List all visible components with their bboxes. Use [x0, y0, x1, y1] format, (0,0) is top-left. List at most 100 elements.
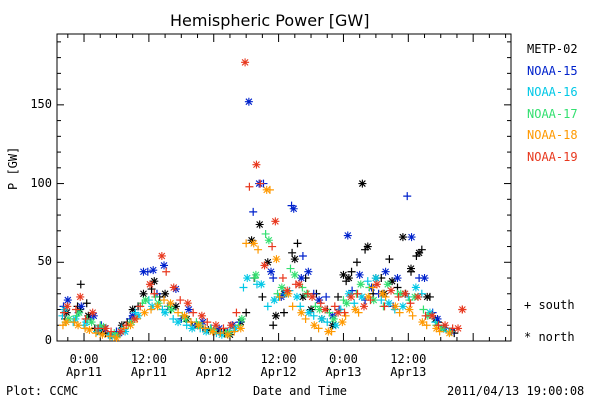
data-point-north	[169, 283, 178, 292]
data-point-north	[264, 236, 273, 245]
data-point-north	[128, 305, 137, 314]
data-point-north	[88, 308, 97, 317]
y-tick-label: 0	[44, 333, 52, 347]
data-point-north	[315, 296, 324, 305]
legend-entry: NOAA-17	[527, 106, 578, 121]
data-point-north	[140, 308, 149, 317]
x-tick-label-time: 0:00	[328, 352, 358, 366]
data-point-north	[101, 324, 110, 333]
x-tick-label-time: 0:00	[199, 352, 229, 366]
data-point-north	[428, 311, 437, 320]
data-point-north	[127, 318, 136, 327]
data-point-north	[71, 314, 80, 323]
data-point-north	[130, 314, 139, 323]
data-point-north	[391, 302, 400, 311]
data-point-south	[293, 239, 302, 248]
data-point-north	[396, 289, 405, 298]
data-point-south	[76, 280, 85, 289]
footer-plot-credit: Plot: CCMC	[6, 384, 79, 398]
data-point-north	[63, 302, 72, 311]
data-point-south	[256, 179, 265, 188]
data-point-south	[395, 308, 404, 317]
data-point-south	[261, 229, 270, 238]
data-points	[58, 58, 467, 342]
data-point-south	[309, 311, 318, 320]
data-point-north	[237, 314, 246, 323]
data-point-north	[272, 255, 281, 264]
data-point-north	[411, 283, 420, 292]
data-point-north	[405, 305, 414, 314]
data-point-north	[181, 314, 190, 323]
x-tick-label-time: 12:00	[130, 352, 167, 366]
data-point-north	[297, 308, 306, 317]
data-point-north	[84, 311, 93, 320]
data-point-north	[347, 292, 356, 301]
data-point-north	[171, 302, 180, 311]
data-point-north	[166, 299, 175, 308]
data-point-north	[458, 305, 467, 314]
data-point-south	[147, 305, 156, 314]
data-point-north	[344, 289, 353, 298]
data-point-south	[189, 308, 198, 317]
data-point-south	[366, 296, 375, 305]
data-point-south	[406, 299, 415, 308]
data-point-south	[286, 264, 295, 273]
data-point-north	[331, 321, 340, 330]
data-point-north	[85, 325, 94, 334]
data-point-north	[160, 261, 169, 270]
data-point-north	[139, 267, 148, 276]
data-point-south	[280, 308, 288, 317]
data-point-north	[304, 267, 313, 276]
data-point-north	[295, 280, 304, 289]
data-point-north	[398, 233, 407, 242]
data-point-north	[420, 274, 429, 283]
data-point-south	[219, 324, 228, 333]
data-point-north	[121, 327, 130, 336]
data-point-north	[202, 327, 211, 336]
data-point-south	[325, 308, 334, 317]
data-point-south	[162, 267, 171, 276]
y-axis-label: P [GW]	[6, 146, 20, 190]
data-point-north	[141, 296, 150, 305]
data-point-north	[304, 308, 313, 317]
data-point-south	[150, 289, 159, 298]
data-point-south	[187, 318, 196, 327]
x-tick-label-time: 0:00	[69, 352, 99, 366]
data-point-north	[223, 330, 232, 339]
data-point-south	[301, 314, 310, 323]
data-point-south	[71, 305, 80, 314]
data-point-north	[338, 318, 347, 327]
data-point-south	[239, 283, 248, 292]
data-point-south	[368, 283, 377, 292]
data-point-north	[161, 289, 170, 298]
data-point-north	[251, 270, 260, 279]
data-point-south	[105, 332, 114, 341]
legend-entry: METP-02	[527, 42, 578, 56]
data-point-north	[407, 264, 416, 273]
data-point-north	[211, 321, 220, 330]
legend-entry: NOAA-19	[527, 149, 578, 164]
x-tick-label-date: Apr12	[195, 365, 232, 379]
data-point-south	[288, 248, 297, 257]
data-point-north	[344, 274, 353, 283]
data-point-north	[236, 324, 245, 333]
y-tick-label: 50	[37, 254, 52, 269]
data-point-south	[298, 251, 307, 260]
data-point-south	[81, 314, 90, 323]
data-point-north	[150, 277, 159, 286]
data-point-north	[315, 305, 324, 314]
data-point-south	[385, 255, 394, 264]
data-point-north	[329, 314, 338, 323]
x-tick-label-date: Apr12	[260, 365, 297, 379]
data-point-south	[176, 296, 185, 305]
data-point-north	[184, 305, 193, 314]
plot-frame	[56, 33, 512, 342]
data-point-north	[174, 318, 183, 327]
data-point-north	[283, 286, 292, 295]
data-point-south	[249, 207, 258, 216]
data-point-north	[215, 324, 224, 333]
data-point-north	[255, 220, 264, 229]
data-point-north	[271, 311, 280, 320]
x-axis-label: Date and Time	[253, 384, 347, 398]
